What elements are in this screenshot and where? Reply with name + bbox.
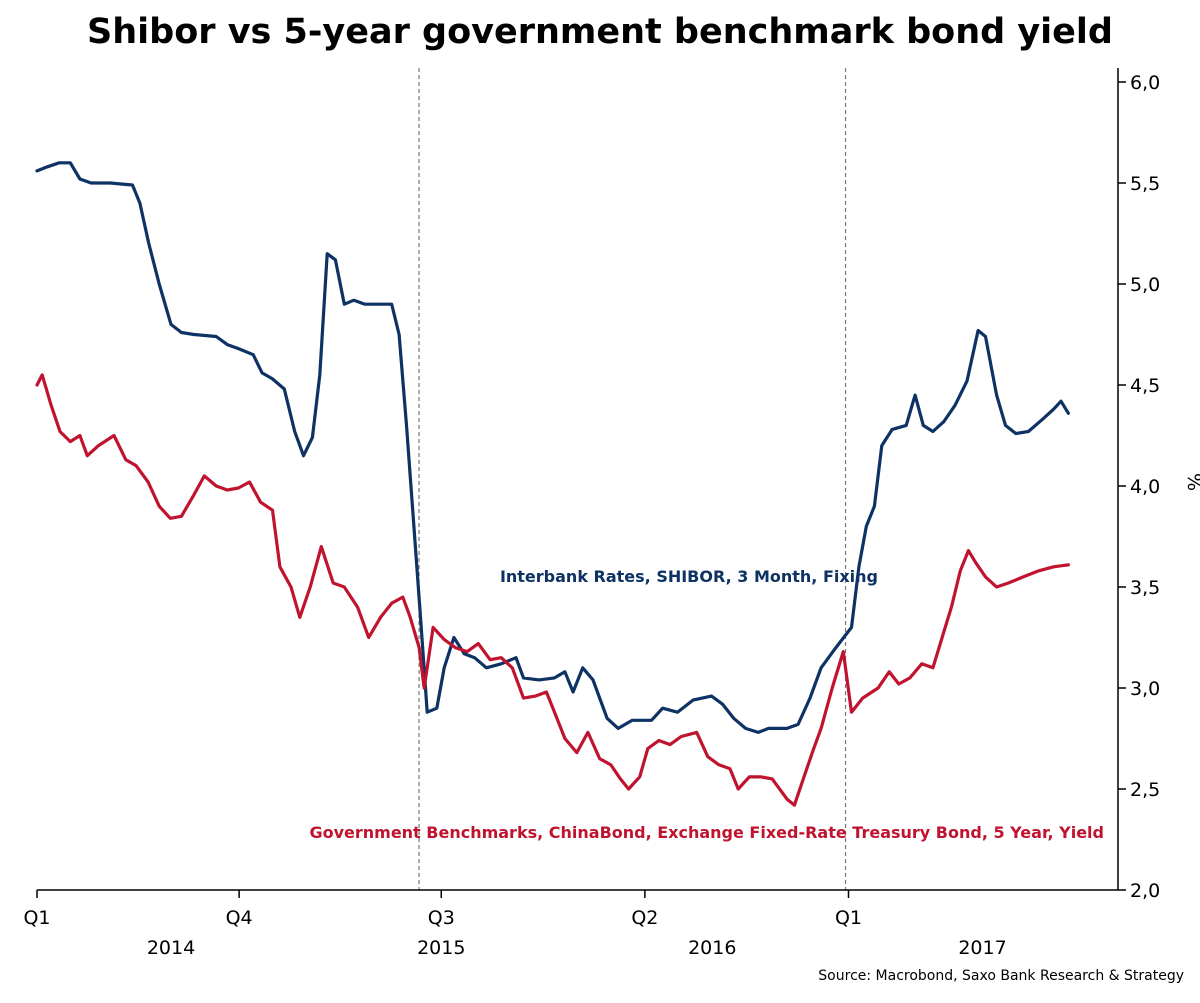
chart-title: Shibor vs 5-year government benchmark bo… <box>87 12 1113 52</box>
x-axis-ticks: Q1 Q4 Q3 Q2 Q1 2014 2015 2016 2017 <box>23 890 1007 959</box>
x-tick-label: Q3 <box>428 907 455 929</box>
x-tick-label: Q1 <box>23 907 50 929</box>
source-note: Source: Macrobond, Saxo Bank Research & … <box>818 968 1184 984</box>
shibor-series-line <box>35 161 1071 735</box>
y-tick-label: 6,0 <box>1130 72 1160 94</box>
bond-yield-series-line <box>35 373 1071 807</box>
x-year-label: 2017 <box>958 937 1006 959</box>
x-tick-label: Q2 <box>631 907 658 929</box>
x-tick-label: Q1 <box>835 907 862 929</box>
vertical-markers <box>418 68 847 890</box>
y-tick-label: 5,0 <box>1130 274 1160 296</box>
x-year-label: 2016 <box>688 937 736 959</box>
shibor-series-label: Interbank Rates, SHIBOR, 3 Month, Fixing <box>500 567 878 586</box>
y-tick-label: 4,5 <box>1130 375 1160 397</box>
x-year-label: 2015 <box>417 937 465 959</box>
y-tick-label: 2,0 <box>1130 880 1160 902</box>
x-tick-label: Q4 <box>226 907 253 929</box>
y-axis-label: % <box>1183 473 1200 491</box>
y-tick-label: 2,5 <box>1130 779 1160 801</box>
series-lines <box>35 161 1071 807</box>
y-tick-label: 4,0 <box>1130 476 1160 498</box>
y-tick-label: 5,5 <box>1130 173 1160 195</box>
x-year-label: 2014 <box>147 937 195 959</box>
y-axis-ticks: 2,0 2,5 3,0 3,5 4,0 4,5 5,0 5,5 6,0 <box>1118 72 1160 902</box>
y-tick-label: 3,0 <box>1130 678 1160 700</box>
y-tick-label: 3,5 <box>1130 577 1160 599</box>
bond-yield-series-label: Government Benchmarks, ChinaBond, Exchan… <box>309 823 1104 842</box>
axes <box>37 68 1119 891</box>
